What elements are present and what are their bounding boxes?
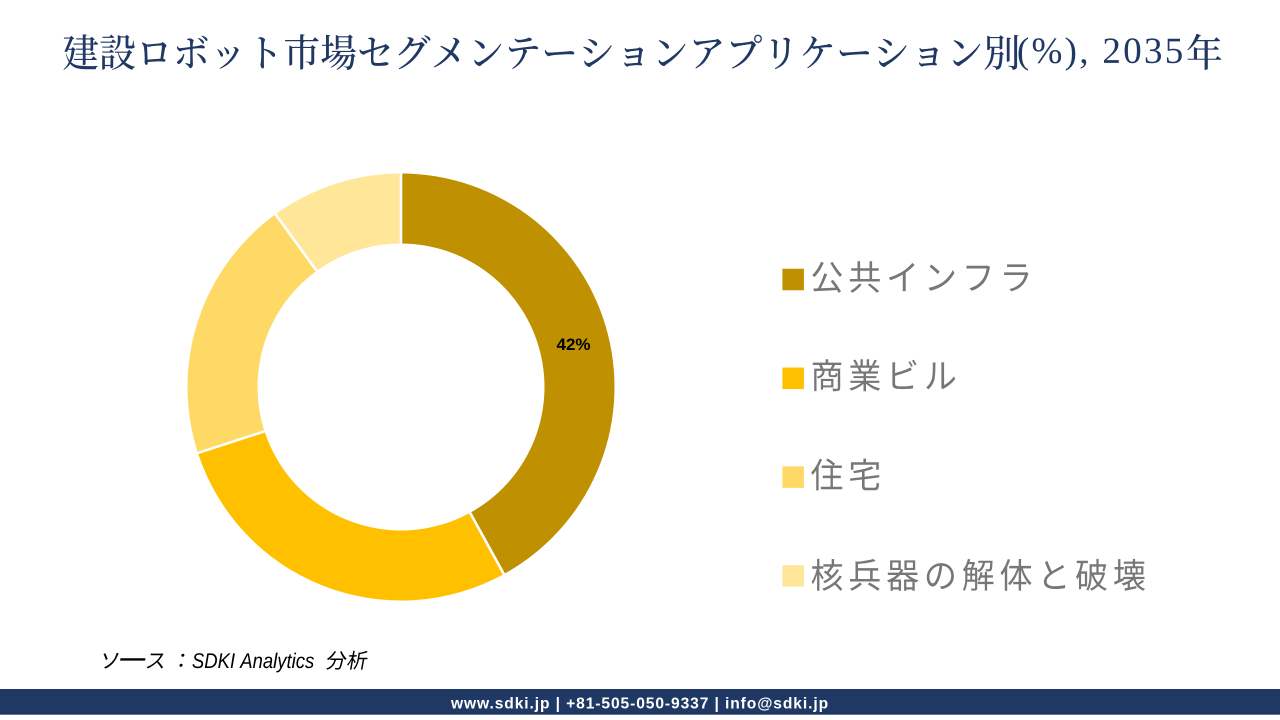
svg-text:www.sdki.jp | +81-505-050-9337: www.sdki.jp | +81-505-050-9337 | info@sd… (450, 696, 829, 713)
svg-text:42%: 42% (557, 335, 591, 354)
